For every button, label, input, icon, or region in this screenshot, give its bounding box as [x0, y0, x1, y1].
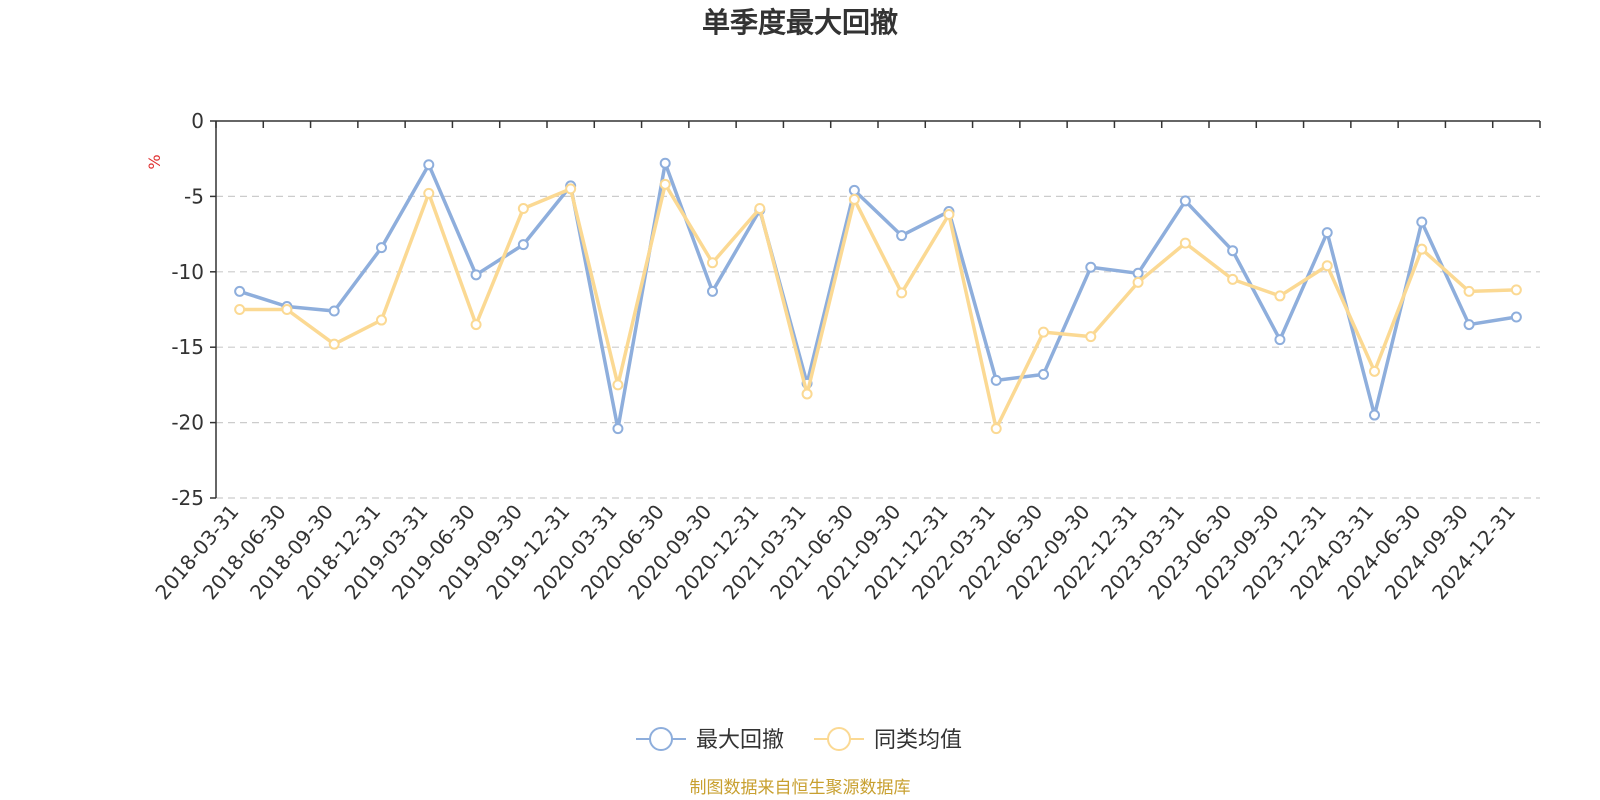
- data-point: [470, 269, 482, 281]
- series-2: [234, 178, 1522, 435]
- data-point: [423, 159, 435, 171]
- grid-lines: [216, 195, 1540, 499]
- data-point: [1274, 290, 1286, 302]
- data-point: [423, 187, 435, 199]
- data-point: [1179, 237, 1191, 249]
- y-tick-label: -5: [184, 184, 204, 208]
- legend[interactable]: 最大回撤 同类均值: [636, 727, 962, 753]
- axes: 0-5-10-15-20-252018-03-312018-06-302018-…: [150, 109, 1541, 604]
- data-point: [1132, 267, 1144, 279]
- data-point: [1369, 409, 1380, 421]
- data-point: [1179, 195, 1191, 207]
- data-point: [848, 184, 860, 196]
- data-point: [801, 388, 813, 400]
- data-point: [1463, 319, 1475, 331]
- data-point: [707, 285, 718, 297]
- data-point: [612, 379, 624, 391]
- y-tick-label: -10: [171, 260, 204, 284]
- legend-circle-icon: [827, 727, 851, 751]
- data-point: [470, 319, 482, 331]
- data-point: [1038, 368, 1049, 380]
- data-point: [1463, 285, 1475, 297]
- data-point: [1416, 243, 1428, 255]
- data-point: [1085, 331, 1097, 343]
- data-point: [517, 202, 529, 214]
- data-point: [517, 239, 529, 251]
- y-tick-label: 0: [191, 109, 204, 133]
- legend-label: 最大回撤: [696, 728, 784, 753]
- data-point: [1274, 334, 1286, 346]
- data-point: [943, 208, 955, 220]
- data-point: [896, 287, 908, 299]
- data-point: [990, 374, 1002, 386]
- data-point: [376, 242, 387, 254]
- data-point: [1321, 227, 1333, 239]
- legend-circle-icon: [649, 727, 673, 751]
- y-axis-unit: %: [145, 154, 164, 169]
- data-point: [612, 423, 624, 435]
- data-point: [328, 338, 340, 350]
- y-tick-label: -25: [171, 486, 204, 510]
- data-point: [659, 178, 671, 190]
- data-point: [1132, 276, 1144, 288]
- data-point: [707, 257, 718, 269]
- legend-item-2[interactable]: 同类均值: [814, 727, 962, 753]
- y-tick-label: -20: [171, 411, 204, 435]
- data-point: [1227, 245, 1239, 257]
- legend-item-1[interactable]: 最大回撤: [636, 727, 784, 753]
- data-point: [376, 314, 387, 326]
- data-point: [1510, 311, 1522, 323]
- data-point: [659, 157, 671, 169]
- data-point: [1416, 216, 1428, 228]
- data-point: [896, 230, 908, 242]
- data-point: [754, 202, 766, 214]
- chart-title: 单季度最大回撤: [702, 6, 898, 39]
- data-point: [565, 183, 577, 195]
- series-line: [239, 161, 1517, 431]
- data-point: [848, 193, 860, 205]
- y-tick-label: -15: [171, 335, 204, 359]
- data-point: [990, 423, 1002, 435]
- data-point: [328, 305, 340, 317]
- data-point: [234, 285, 246, 297]
- series-line: [239, 182, 1517, 431]
- data-point: [1038, 326, 1049, 338]
- data-point: [1369, 365, 1380, 377]
- data-point: [1227, 273, 1239, 285]
- series-lines: [234, 157, 1522, 435]
- data-point: [1510, 284, 1522, 296]
- data-point: [281, 304, 293, 315]
- data-source-note: 制图数据来自恒生聚源数据库: [690, 778, 911, 798]
- legend-label: 同类均值: [874, 728, 962, 753]
- data-point: [1085, 261, 1097, 273]
- data-point: [234, 304, 246, 315]
- data-point: [1321, 260, 1333, 272]
